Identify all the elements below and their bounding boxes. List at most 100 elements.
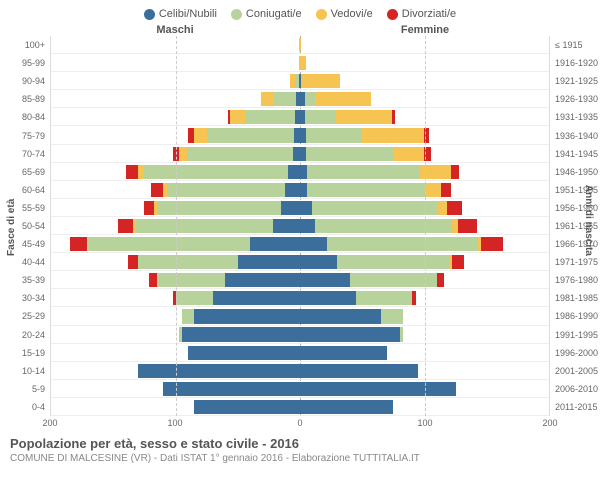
segment <box>149 273 156 287</box>
segment <box>400 327 404 341</box>
birth-label: 1986-1990 <box>550 307 600 325</box>
segment <box>300 237 327 251</box>
segment <box>261 92 273 106</box>
legend: Celibi/NubiliConiugati/eVedovi/eDivorzia… <box>0 0 600 24</box>
pyramid-row <box>51 253 549 271</box>
segment <box>300 309 381 323</box>
segment <box>300 346 387 360</box>
segment <box>362 128 424 142</box>
segment <box>213 291 300 305</box>
segment <box>315 92 371 106</box>
pyramid-row <box>51 217 549 235</box>
legend-swatch <box>316 9 327 20</box>
gridline-v <box>176 36 177 416</box>
pyramid-row <box>51 380 549 398</box>
legend-label: Divorziati/e <box>402 8 456 20</box>
segment <box>441 183 451 197</box>
segment <box>312 201 437 215</box>
birth-label: 1921-1925 <box>550 72 600 90</box>
pyramid-row <box>51 199 549 217</box>
segment <box>302 74 339 88</box>
segment <box>481 237 503 251</box>
birth-label: 2011-2015 <box>550 398 600 416</box>
segment <box>437 201 447 215</box>
pyramid-row <box>51 344 549 362</box>
segment <box>230 110 245 124</box>
segment <box>157 273 225 287</box>
x-tick: 100 <box>167 418 182 428</box>
segment <box>307 183 425 197</box>
segment <box>126 165 138 179</box>
x-tick: 200 <box>42 418 57 428</box>
segment <box>412 291 416 305</box>
pyramid-row <box>51 108 549 126</box>
segment <box>182 309 194 323</box>
legend-label: Vedovi/e <box>331 8 373 20</box>
y-axis-left-label: Fasce di età <box>6 199 17 256</box>
segment <box>300 56 306 70</box>
chart-title: Popolazione per età, sesso e stato civil… <box>10 436 590 451</box>
segment <box>458 219 477 233</box>
male-header: Maschi <box>50 24 300 36</box>
chart-subtitle: COMUNE DI MALCESINE (VR) - Dati ISTAT 1°… <box>10 453 590 464</box>
pyramid-row <box>51 36 549 54</box>
birth-label: 1996-2000 <box>550 344 600 362</box>
age-label: 20-24 <box>0 326 50 344</box>
segment <box>300 219 315 233</box>
age-label: 70-74 <box>0 145 50 163</box>
footer: Popolazione per età, sesso e stato civil… <box>0 430 600 464</box>
pyramid-row <box>51 126 549 144</box>
bar-rows <box>51 36 549 416</box>
age-label: 65-69 <box>0 163 50 181</box>
chart: Fasce di età 100+95-9990-9485-8980-8475-… <box>0 36 600 416</box>
segment <box>138 255 238 269</box>
segment <box>70 237 87 251</box>
segment <box>194 400 300 414</box>
age-label: 60-64 <box>0 181 50 199</box>
segment <box>285 183 300 197</box>
segment <box>300 255 337 269</box>
segment <box>300 400 393 414</box>
segment <box>327 237 476 251</box>
age-label: 30-34 <box>0 289 50 307</box>
pyramid-row <box>51 235 549 253</box>
segment <box>300 273 350 287</box>
legend-item: Divorziati/e <box>387 8 456 20</box>
segment <box>194 128 206 142</box>
segment <box>336 110 392 124</box>
segment <box>300 291 356 305</box>
pyramid-row <box>51 326 549 344</box>
segment <box>250 237 300 251</box>
female-header: Femmine <box>300 24 550 36</box>
age-label: 35-39 <box>0 271 50 289</box>
age-label: 0-4 <box>0 398 50 416</box>
birth-label: 1976-1980 <box>550 271 600 289</box>
pyramid-row <box>51 145 549 163</box>
segment <box>118 219 133 233</box>
pyramid-row <box>51 307 549 325</box>
birth-label: 1946-1950 <box>550 163 600 181</box>
segment <box>288 165 300 179</box>
segment <box>194 309 300 323</box>
legend-label: Celibi/Nubili <box>159 8 217 20</box>
age-label: 10-14 <box>0 362 50 380</box>
legend-item: Vedovi/e <box>316 8 373 20</box>
segment <box>281 201 300 215</box>
segment <box>167 183 285 197</box>
age-label: 85-89 <box>0 90 50 108</box>
segment <box>138 364 300 378</box>
legend-swatch <box>231 9 242 20</box>
x-tick: 0 <box>297 418 302 428</box>
segment <box>293 147 300 161</box>
pyramid-row <box>51 271 549 289</box>
segment <box>381 309 403 323</box>
segment <box>337 255 449 269</box>
pyramid-row <box>51 398 549 416</box>
segment <box>452 255 464 269</box>
birth-label: 1931-1935 <box>550 108 600 126</box>
x-axis: 2001000100200 <box>0 416 600 430</box>
segment <box>274 92 296 106</box>
segment <box>88 237 250 251</box>
birth-label: 1936-1940 <box>550 126 600 144</box>
segment <box>163 382 300 396</box>
